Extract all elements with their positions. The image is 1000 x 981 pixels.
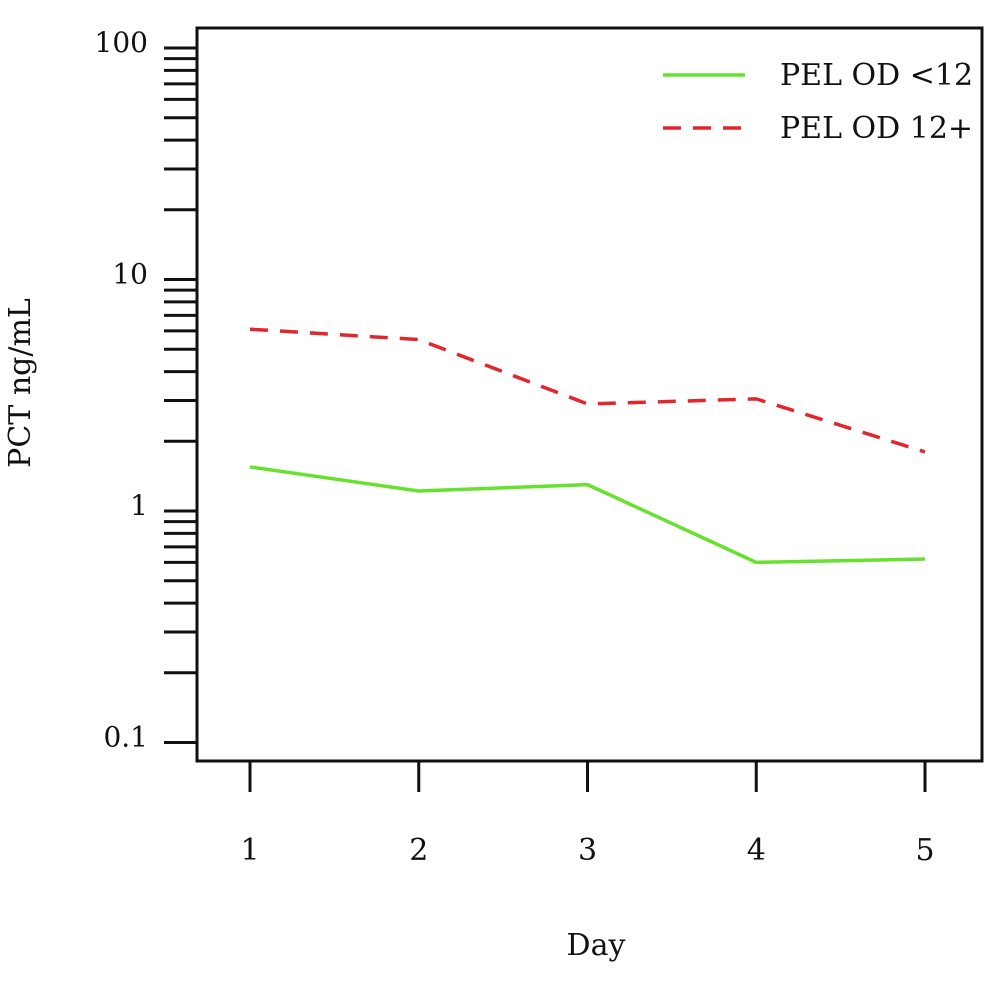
series-line-1 — [249, 465, 926, 565]
y-axis-ticks — [164, 46, 197, 744]
series-line-2 — [249, 327, 926, 454]
x-axis-label: Day — [567, 928, 626, 963]
legend-label-2: PEL OD 12+ — [780, 111, 973, 146]
x-tick-label: 2 — [409, 833, 428, 868]
plot-frame — [195, 26, 984, 763]
legend-label-1: PEL OD <12 — [780, 58, 973, 93]
x-tick-label: 3 — [578, 833, 597, 868]
x-tick-label: 5 — [915, 833, 934, 868]
y-axis-label: PCT ng/mL — [3, 298, 38, 468]
legend: PEL OD <12 PEL OD 12+ — [663, 58, 973, 146]
y-tick-label: 0.1 — [103, 721, 148, 754]
x-axis-ticks — [248, 762, 927, 792]
y-tick-label: 1 — [130, 489, 148, 522]
y-tick-label: 10 — [112, 258, 148, 291]
y-tick-label: 100 — [95, 26, 148, 59]
series-lines — [249, 327, 926, 565]
x-tick-label: 4 — [747, 833, 766, 868]
y-axis-tick-labels: 100 10 1 0.1 — [95, 26, 148, 754]
x-tick-label: 1 — [240, 833, 259, 868]
x-axis-tick-labels: 1 2 3 4 5 — [240, 833, 934, 868]
